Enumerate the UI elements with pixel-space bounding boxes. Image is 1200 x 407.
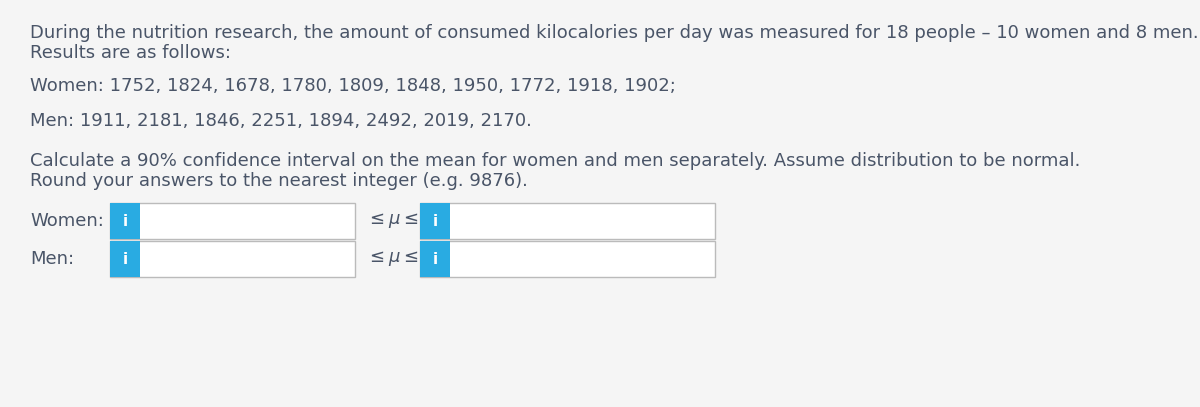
FancyBboxPatch shape (420, 241, 450, 277)
FancyBboxPatch shape (110, 241, 355, 277)
FancyBboxPatch shape (110, 203, 355, 239)
Text: Results are as follows:: Results are as follows: (30, 44, 230, 62)
Text: i: i (432, 214, 438, 228)
FancyBboxPatch shape (110, 241, 140, 277)
Text: i: i (122, 252, 127, 267)
Text: During the nutrition research, the amount of consumed kilocalories per day was m: During the nutrition research, the amoun… (30, 24, 1199, 42)
FancyBboxPatch shape (420, 203, 450, 239)
Text: i: i (122, 214, 127, 228)
Text: Men: 1911, 2181, 1846, 2251, 1894, 2492, 2019, 2170.: Men: 1911, 2181, 1846, 2251, 1894, 2492,… (30, 112, 532, 130)
Text: $\leq\mu\leq$: $\leq\mu\leq$ (366, 249, 418, 269)
FancyBboxPatch shape (420, 241, 715, 277)
FancyBboxPatch shape (110, 203, 140, 239)
Text: Men:: Men: (30, 250, 74, 268)
FancyBboxPatch shape (420, 203, 715, 239)
Text: Calculate a 90% confidence interval on the mean for women and men separately. As: Calculate a 90% confidence interval on t… (30, 152, 1080, 170)
Text: Women:: Women: (30, 212, 104, 230)
Text: Round your answers to the nearest integer (e.g. 9876).: Round your answers to the nearest intege… (30, 172, 528, 190)
Text: $\leq\mu\leq$: $\leq\mu\leq$ (366, 212, 418, 230)
Text: Women: 1752, 1824, 1678, 1780, 1809, 1848, 1950, 1772, 1918, 1902;: Women: 1752, 1824, 1678, 1780, 1809, 184… (30, 77, 676, 95)
Text: i: i (432, 252, 438, 267)
